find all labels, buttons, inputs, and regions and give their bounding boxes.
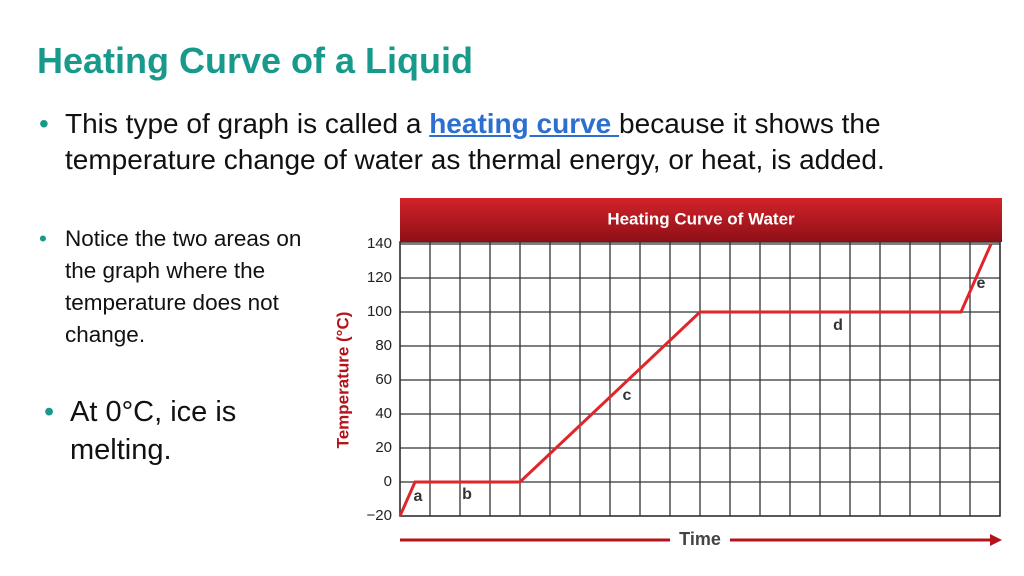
slide-title: Heating Curve of a Liquid — [37, 40, 474, 81]
y-tick-label: 40 — [375, 405, 392, 422]
line-series — [398, 243, 993, 517]
chart-title: Heating Curve of Water — [607, 209, 795, 228]
bullet: At 0°C, ice is melting. — [44, 393, 310, 469]
y-tick-label: 60 — [375, 371, 392, 388]
y-tick-label: 20 — [375, 439, 392, 456]
y-tick-label: 80 — [375, 337, 392, 354]
annotation: b — [462, 486, 472, 503]
annotation: c — [623, 387, 632, 404]
annotation: d — [833, 317, 843, 334]
text: This type of graph is called a — [65, 108, 430, 139]
y-axis-label: Temperature (°C) — [333, 312, 352, 449]
link[interactable]: heating curve — [429, 108, 620, 139]
y-tick-label: 140 — [367, 235, 392, 252]
bullet: This type of graph is called a heating c… — [39, 106, 995, 178]
annotation: a — [414, 488, 423, 505]
y-tick-label: 120 — [367, 269, 392, 286]
y-tick-label: 100 — [367, 303, 392, 320]
annotation: e — [977, 275, 986, 292]
y-tick-label: −20 — [367, 507, 392, 524]
plot-frame — [399, 241, 1001, 517]
y-tick-label: 0 — [384, 473, 392, 490]
bullet: Notice the two areas on the graph where … — [39, 223, 325, 351]
text: because it shows the temperature change … — [65, 108, 885, 175]
arrow-head — [990, 534, 1002, 546]
label-bg — [670, 528, 730, 552]
chart-banner — [400, 198, 1002, 242]
x-axis-label: Time — [679, 529, 721, 549]
